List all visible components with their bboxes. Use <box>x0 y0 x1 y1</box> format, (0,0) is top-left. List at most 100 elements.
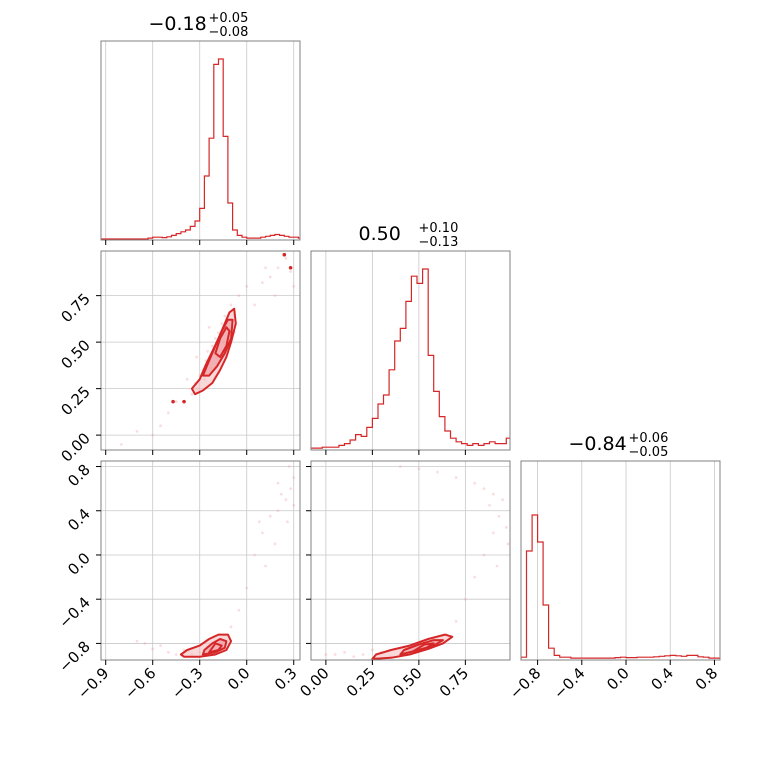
sample-point <box>237 294 241 298</box>
sample-point <box>324 653 328 656</box>
param-title-upper-0: +0.05 <box>209 11 249 26</box>
scatter-content <box>311 461 510 660</box>
sample-point <box>491 531 495 535</box>
contour-level-2 <box>412 642 435 653</box>
x-tick-label: −0.6 <box>121 664 159 702</box>
sample-point <box>352 655 356 659</box>
x-tick-label: 0.50 <box>389 664 425 700</box>
outlier-point <box>171 399 175 404</box>
sample-point <box>207 325 211 329</box>
sample-point <box>273 294 277 298</box>
param-title-upper-1: +0.10 <box>419 221 459 236</box>
param-title-lower-1: −0.13 <box>419 235 459 250</box>
sample-point <box>417 467 421 471</box>
sample-point <box>289 487 292 491</box>
sample-point <box>223 314 227 318</box>
x-tick-label: 0.4 <box>647 664 677 694</box>
sample-point <box>463 597 467 601</box>
y-tick-label: 0.00 <box>57 429 93 465</box>
sample-point <box>264 266 267 270</box>
sample-point <box>436 470 439 474</box>
y-tick-label: 0.25 <box>57 383 93 419</box>
param-title-1: 0.50 <box>359 223 401 245</box>
sample-point <box>497 514 501 518</box>
param-title-lower-2: −0.05 <box>629 445 669 460</box>
sample-point <box>454 476 458 479</box>
contour-level-1 <box>201 638 228 656</box>
sample-point <box>343 650 346 654</box>
sample-point <box>143 642 147 645</box>
sample-point <box>276 481 280 485</box>
sample-point <box>257 520 261 524</box>
hist-panel-2: −0.84 +0.06−0.05 <box>520 431 721 665</box>
sample-point <box>482 553 486 557</box>
sample-point <box>286 520 289 524</box>
sample-point <box>284 257 288 260</box>
sample-point <box>185 377 189 381</box>
panel-frame <box>100 460 301 661</box>
x-tick-label: 0.00 <box>296 664 332 700</box>
scatter-content <box>101 461 300 660</box>
x-tick-label: 0.3 <box>271 664 301 694</box>
scatter-content <box>101 251 300 450</box>
sample-point <box>289 270 292 273</box>
sample-point <box>284 498 288 502</box>
sample-point <box>287 465 291 468</box>
sample-point <box>245 284 249 288</box>
sample-point <box>454 619 458 623</box>
sample-point <box>506 542 510 546</box>
x-tick-label: 0.75 <box>436 664 472 700</box>
sample-point <box>151 647 155 651</box>
histogram-1 <box>311 268 510 449</box>
panel-frame <box>100 250 301 451</box>
scatter-panel-2 <box>306 460 511 665</box>
sample-point <box>473 575 477 579</box>
sample-point <box>370 648 374 652</box>
hist-panel-1: 0.50 +0.10−0.13 <box>310 221 511 455</box>
sample-point <box>119 443 123 446</box>
sample-point <box>292 476 296 479</box>
sample-point <box>488 503 491 507</box>
y-tick-label: −0.8 <box>55 638 93 676</box>
sample-point <box>491 492 495 496</box>
sample-point <box>229 625 233 629</box>
scatter-panel-1 <box>96 460 301 665</box>
panel-frame <box>310 460 511 661</box>
sample-point <box>501 498 504 502</box>
y-tick-label: 0.50 <box>57 336 93 372</box>
x-tick-label: −0.3 <box>168 664 206 702</box>
sample-point <box>333 653 337 656</box>
sample-point <box>473 481 477 485</box>
sample-point <box>159 424 162 428</box>
sample-point <box>217 331 220 335</box>
contour-level-2 <box>208 642 223 654</box>
x-tick-label: 0.25 <box>343 664 379 700</box>
sample-point <box>292 503 296 507</box>
sample-point <box>495 564 499 568</box>
scatter-panel-0 <box>96 250 301 455</box>
sample-point <box>482 487 486 491</box>
x-tick-label: 0.0 <box>603 664 633 694</box>
y-tick-label: −0.4 <box>55 593 93 631</box>
sample-point <box>166 411 170 415</box>
param-title-0: −0.18 <box>149 13 207 35</box>
sample-point <box>135 639 139 643</box>
param-title-2: −0.84 <box>569 433 627 455</box>
sample-point <box>213 337 217 340</box>
sample-point <box>253 553 256 557</box>
sample-point <box>174 400 178 404</box>
sample-point <box>268 275 272 279</box>
contour-level-2 <box>214 326 231 358</box>
sample-point <box>279 492 283 496</box>
sample-point <box>268 514 272 518</box>
panel-frame <box>100 40 301 241</box>
histogram-2 <box>521 514 720 659</box>
sample-point <box>398 465 402 468</box>
sample-point <box>276 266 280 270</box>
outlier-point <box>288 265 293 270</box>
param-title-upper-2: +0.06 <box>629 431 669 446</box>
sample-point <box>151 433 155 437</box>
sample-point <box>174 653 178 656</box>
sample-point <box>260 531 264 535</box>
sample-point <box>166 650 170 654</box>
